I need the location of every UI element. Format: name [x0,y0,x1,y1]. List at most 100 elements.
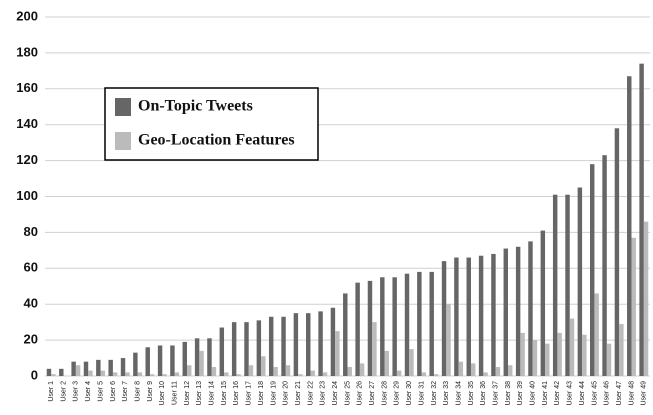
bar [145,347,150,376]
x-tick-label: User 49 [641,381,648,406]
bar [343,293,348,376]
bar [643,221,649,376]
bar [458,361,464,376]
bar [614,128,620,376]
bar [59,368,64,376]
bar [162,374,167,376]
x-tick-label: User 39 [517,381,524,406]
bar [96,359,101,376]
bar [557,332,562,376]
bar [256,320,262,376]
bar [261,356,266,376]
bar [594,293,599,376]
x-tick-label: User 25 [344,381,351,406]
bar [429,271,434,376]
x-tick-label: User 21 [295,381,302,406]
x-tick-label: User 22 [307,381,314,406]
bar [478,255,484,376]
x-tick-label: User 47 [616,381,623,406]
x-tick-label: User 24 [332,381,339,406]
bar [532,340,538,376]
bar [380,277,385,376]
bar [285,365,291,376]
bar [182,341,187,376]
bar [120,358,126,376]
y-tick-label: 80 [24,224,38,239]
bar [88,370,93,376]
x-tick-label: User 32 [431,381,438,406]
bar [441,261,447,376]
bar [627,76,632,377]
bar [293,313,299,376]
x-tick-label: User 48 [628,381,635,406]
x-tick-label: User 12 [184,381,191,406]
bar [421,372,427,376]
bar [631,237,636,376]
bar [582,334,587,376]
bar [569,318,575,376]
bar [207,338,212,376]
x-tick-label: User 28 [381,381,388,406]
x-tick-label: User 31 [418,381,425,406]
bar [83,361,89,376]
bar [528,241,533,376]
bar [236,374,241,376]
x-tick-label: User 7 [122,381,129,402]
bar [515,246,521,376]
x-tick-label: User 19 [270,381,277,406]
bar [46,368,52,376]
legend-swatch [115,98,131,116]
x-tick-label: User 43 [567,381,574,406]
bar [112,372,118,376]
bar [224,372,229,376]
bar [466,257,471,376]
x-tick-label: User 17 [246,381,253,406]
bar [577,187,583,376]
bar [170,345,175,376]
bar [231,322,237,376]
x-tick-label: User 16 [233,381,240,406]
x-tick-label: User 40 [530,381,537,406]
y-tick-label: 200 [16,8,38,23]
bar [281,316,286,376]
bar [367,280,373,376]
x-tick-label: User 18 [258,381,265,406]
bar [330,307,336,376]
bar [355,282,360,376]
x-tick-label: User 37 [493,381,500,406]
x-tick-label: User 20 [283,381,290,406]
bar [125,372,130,376]
bar [186,365,192,376]
y-tick-label: 0 [31,367,38,382]
bar [108,359,113,376]
bar [372,322,377,376]
x-tick-label: User 23 [320,381,327,406]
x-tick-label: User 13 [196,381,203,406]
bar [589,164,595,376]
bar [306,313,311,376]
bar [248,365,254,376]
bar [384,350,389,376]
x-tick-label: User 10 [159,381,166,406]
bar [409,349,414,376]
x-tick-label: User 6 [110,381,117,402]
y-tick-label: 60 [24,260,38,275]
x-tick-label: User 5 [97,381,104,402]
bar [273,367,278,376]
bar [602,155,607,376]
x-tick-label: User 45 [591,381,598,406]
bar [310,370,315,376]
bar [545,343,550,376]
bar [133,352,138,376]
y-tick-label: 40 [24,296,38,311]
x-tick-label: User 30 [406,381,413,406]
bar [552,194,558,376]
x-tick-label: User 11 [171,381,178,405]
bar [508,365,513,376]
bar [137,372,143,376]
x-tick-label: User 29 [394,381,401,406]
x-tick-label: User 33 [443,381,450,406]
bar [194,338,200,376]
bar [404,273,410,376]
